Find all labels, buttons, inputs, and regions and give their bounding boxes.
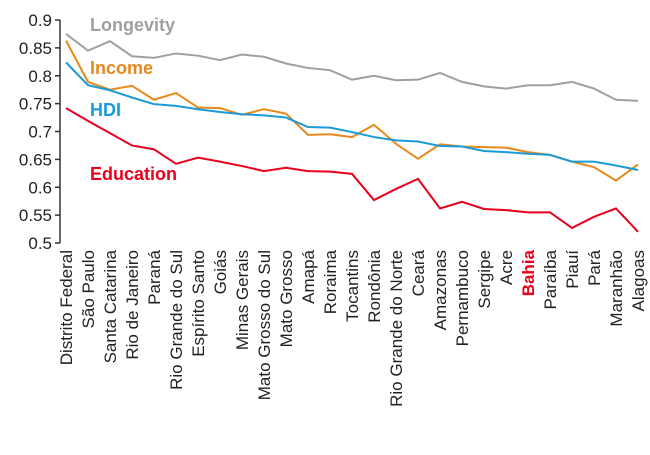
x-tick-label: Rondônia	[365, 249, 384, 322]
y-tick-label: 0.7	[28, 123, 52, 142]
x-tick-label: Espírito Santo	[189, 250, 208, 357]
y-tick-label: 0.8	[28, 67, 52, 86]
x-tick-label: Mato Grosso do Sul	[255, 250, 274, 400]
x-tick-label: Paraíba	[541, 249, 560, 309]
y-tick-label: 0.9	[28, 11, 52, 30]
series-label: HDI	[90, 100, 121, 120]
x-tick-label: Minas Gerais	[233, 250, 252, 350]
series-line	[65, 33, 639, 102]
x-tick-label: Mato Grosso	[277, 250, 296, 347]
x-tick-label: Rio Grande do Norte	[387, 250, 406, 407]
x-tick-label: Piauí	[563, 250, 582, 289]
series-label: Longevity	[90, 15, 175, 35]
x-tick-label: Goiás	[211, 250, 230, 294]
x-tick-label: Santa Catarina	[101, 249, 120, 363]
y-tick-label: 0.65	[19, 150, 52, 169]
x-tick-label: Pará	[585, 249, 604, 285]
series-label: Education	[90, 164, 177, 184]
x-tick-label: Bahia	[519, 249, 538, 296]
series-label: Income	[90, 58, 153, 78]
x-tick-label: Ceará	[409, 249, 428, 296]
y-tick-label: 0.5	[28, 234, 52, 253]
x-tick-label: Acre	[497, 250, 516, 285]
x-tick-label: Roraima	[321, 249, 340, 314]
x-tick-label: Amazonas	[431, 250, 450, 330]
x-tick-label: Tocantins	[343, 250, 362, 322]
x-tick-label: Amapá	[299, 249, 318, 303]
x-tick-label: Sergipe	[475, 250, 494, 309]
x-tick-label: Pernambuco	[453, 250, 472, 346]
x-tick-label: Distrito Federal	[57, 250, 76, 365]
y-tick-label: 0.6	[28, 178, 52, 197]
x-tick-label: Rio de Janeiro	[123, 250, 142, 360]
series-line	[65, 107, 639, 233]
x-tick-label: Alagoas	[629, 250, 648, 311]
y-tick-label: 0.75	[19, 95, 52, 114]
x-tick-label: São Paulo	[79, 250, 98, 328]
x-tick-label: Rio Grande do Sul	[167, 250, 186, 390]
x-tick-label: Paraná	[145, 249, 164, 304]
y-tick-label: 0.85	[19, 39, 52, 58]
series-line	[65, 61, 639, 171]
x-tick-label: Maranhão	[607, 250, 626, 327]
y-tick-label: 0.55	[19, 206, 52, 225]
